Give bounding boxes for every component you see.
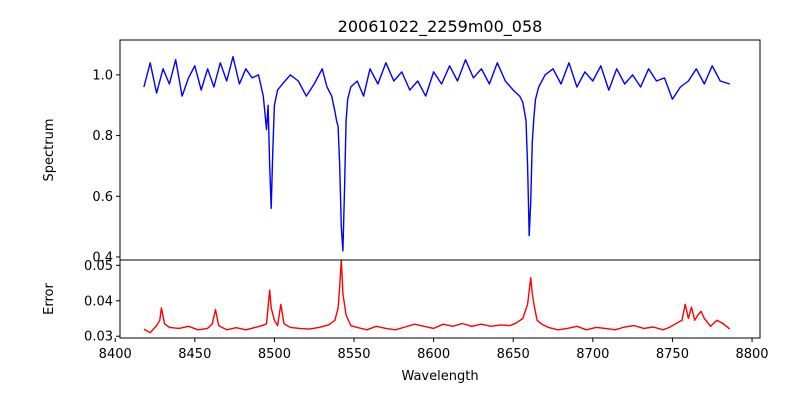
x-tick-label: 8750 [656,347,689,362]
error-axes-frame [119,259,761,339]
x-tick-label: 8700 [576,347,609,362]
x-tick-label: 8800 [735,347,768,362]
spectrum-y-axis-label: Spectrum [42,119,57,182]
error-y-ticks: 0.03 0.04 0.05 [84,259,120,345]
spectrum-y-tick-label: 0.6 [92,190,113,205]
x-tick-label: 8500 [258,347,291,362]
error-y-tick-label: 0.05 [84,259,113,274]
spectrum-y-tick-label: 0.8 [92,129,113,144]
spectrum-plot-area [143,56,731,252]
error-series-line-0 [143,259,731,334]
error-panel: 0.03 0.04 0.05 8400 8450 8500 8550 8600 8650 870… [42,259,769,384]
x-tick-label: 8550 [337,347,370,362]
wavelength-x-ticks: 8400 8450 8500 8550 8600 8650 8700 8750 8800 [99,338,769,362]
error-plot-area [143,259,731,334]
chart-title: 20061022_2259m00_058 [338,17,543,37]
spectrum-y-tick-label: 0.4 [92,250,113,265]
error-y-tick-label: 0.03 [84,330,113,345]
x-tick-label: 8450 [178,347,211,362]
x-tick-label: 8600 [417,347,450,362]
x-tick-label: 8400 [99,347,132,362]
spectrum-series-line-0 [143,56,731,252]
spectrum-y-ticks: 0.4 0.6 0.8 1.0 [92,68,120,265]
wavelength-x-axis-label: Wavelength [401,369,478,384]
error-y-axis-label: Error [42,283,57,315]
x-tick-label: 8650 [497,347,530,362]
spectrum-y-tick-label: 1.0 [92,68,113,83]
error-y-tick-label: 0.04 [84,294,113,309]
